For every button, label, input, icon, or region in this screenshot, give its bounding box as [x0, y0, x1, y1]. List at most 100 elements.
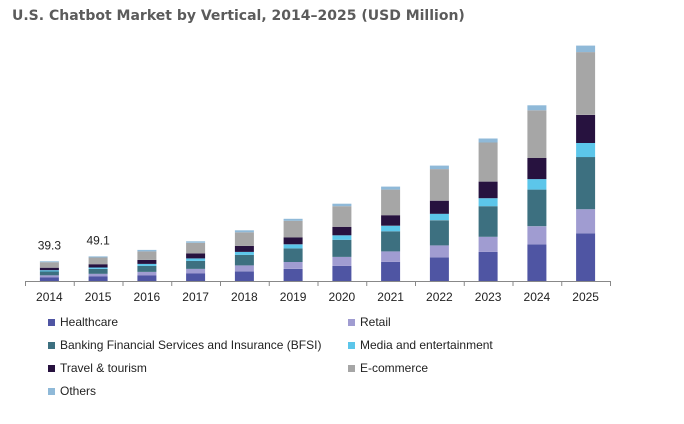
bar-segment-e-commerce-2022 — [429, 169, 449, 201]
bar-segment-travel-tourism-2025 — [576, 114, 596, 143]
bar-segment-others-2020 — [332, 203, 352, 207]
bar-segment-media-and-entertainment-2019 — [283, 244, 303, 249]
x-tick-label-2025: 2025 — [572, 290, 599, 304]
x-tick-label-2021: 2021 — [377, 290, 404, 304]
bar-segment-e-commerce-2014 — [39, 262, 59, 268]
bar-segment-media-and-entertainment-2018 — [234, 251, 254, 255]
bar-segment-banking-financial-services-and-insurance-bfsi-2015 — [88, 269, 108, 274]
bar-segment-others-2017 — [186, 241, 206, 243]
bar-segment-healthcare-2024 — [527, 244, 547, 281]
bar-segment-healthcare-2019 — [283, 269, 303, 281]
bar-segment-travel-tourism-2015 — [88, 264, 108, 268]
legend-swatch — [48, 387, 55, 395]
x-tick-label-2015: 2015 — [85, 290, 112, 304]
bar-segment-travel-tourism-2014 — [39, 267, 59, 271]
legend-item: Retail — [348, 315, 391, 329]
legend-item: Banking Financial Services and Insurance… — [48, 338, 321, 352]
bar-segment-retail-2021 — [381, 251, 401, 262]
bar-segment-media-and-entertainment-2024 — [527, 179, 547, 190]
bar-segment-others-2016 — [137, 249, 157, 252]
bar-segment-e-commerce-2023 — [478, 142, 498, 182]
bar-segment-others-2021 — [381, 186, 401, 190]
bar-segment-banking-financial-services-and-insurance-bfsi-2021 — [381, 231, 401, 252]
bar-segment-retail-2022 — [429, 245, 449, 258]
bar-segment-others-2014 — [39, 261, 59, 263]
bar-segment-banking-financial-services-and-insurance-bfsi-2020 — [332, 239, 352, 257]
bar-segment-others-2015 — [88, 256, 108, 258]
bar-segment-others-2023 — [478, 138, 498, 143]
bar-segment-e-commerce-2017 — [186, 242, 206, 254]
legend-label: Travel & tourism — [60, 361, 147, 375]
bar-segment-travel-tourism-2024 — [527, 158, 547, 180]
bar-segment-others-2019 — [283, 218, 303, 221]
bar-segment-travel-tourism-2022 — [429, 200, 449, 214]
bar-segment-travel-tourism-2017 — [186, 253, 206, 259]
bar-segment-healthcare-2025 — [576, 233, 596, 281]
legend-label: Retail — [360, 315, 391, 329]
bar-segment-retail-2016 — [137, 272, 157, 276]
x-tick-label-2014: 2014 — [36, 290, 63, 304]
bar-segment-travel-tourism-2019 — [283, 237, 303, 245]
legend-swatch — [48, 318, 55, 326]
bar-segment-e-commerce-2025 — [576, 52, 596, 115]
bar-segment-travel-tourism-2021 — [381, 215, 401, 226]
bar-segment-e-commerce-2016 — [137, 251, 157, 260]
bar-segment-healthcare-2017 — [186, 273, 206, 281]
bar-segment-banking-financial-services-and-insurance-bfsi-2019 — [283, 248, 303, 262]
bar-segment-others-2022 — [429, 165, 449, 170]
bar-segment-media-and-entertainment-2020 — [332, 235, 352, 240]
bar-segment-others-2018 — [234, 230, 254, 233]
bar-segment-e-commerce-2018 — [234, 232, 254, 246]
bar-segment-healthcare-2022 — [429, 257, 449, 281]
bar-segment-retail-2020 — [332, 256, 352, 266]
legend-label: Media and entertainment — [360, 338, 493, 352]
bar-segment-healthcare-2018 — [234, 271, 254, 281]
bar-segment-retail-2015 — [88, 273, 108, 277]
bar-segment-others-2025 — [576, 45, 596, 53]
legend-item: E-commerce — [348, 361, 428, 375]
legend-swatch — [48, 364, 55, 372]
bar-segment-media-and-entertainment-2023 — [478, 198, 498, 207]
bar-segment-media-and-entertainment-2025 — [576, 143, 596, 158]
chart-title: U.S. Chatbot Market by Vertical, 2014–20… — [12, 8, 465, 24]
x-tick-label-2022: 2022 — [426, 290, 453, 304]
bar-segment-retail-2024 — [527, 226, 547, 245]
bar-segment-media-and-entertainment-2017 — [186, 258, 206, 261]
bar-segment-e-commerce-2020 — [332, 206, 352, 227]
bar-segment-healthcare-2023 — [478, 251, 498, 281]
bar-segment-retail-2023 — [478, 236, 498, 252]
bar-segment-media-and-entertainment-2021 — [381, 225, 401, 232]
x-tick-label-2016: 2016 — [134, 290, 161, 304]
bar-segment-banking-financial-services-and-insurance-bfsi-2022 — [429, 220, 449, 246]
bar-segment-healthcare-2020 — [332, 265, 352, 281]
bar-segment-media-and-entertainment-2015 — [88, 267, 108, 269]
bar-segment-travel-tourism-2023 — [478, 181, 498, 199]
bar-segment-banking-financial-services-and-insurance-bfsi-2016 — [137, 265, 157, 272]
x-tick-label-2020: 2020 — [329, 290, 356, 304]
bar-segment-healthcare-2014 — [39, 277, 59, 281]
legend-swatch — [48, 341, 55, 349]
legend-label: Healthcare — [60, 315, 119, 329]
legend-swatch — [348, 341, 355, 349]
x-tick-label-2018: 2018 — [231, 290, 258, 304]
bar-segment-banking-financial-services-and-insurance-bfsi-2024 — [527, 189, 547, 227]
bar-segment-banking-financial-services-and-insurance-bfsi-2023 — [478, 206, 498, 237]
bar-segment-e-commerce-2015 — [88, 257, 108, 265]
bar-segment-e-commerce-2019 — [283, 220, 303, 238]
bar-segment-retail-2018 — [234, 265, 254, 272]
legend-item: Travel & tourism — [48, 361, 147, 375]
bar-segment-banking-financial-services-and-insurance-bfsi-2018 — [234, 254, 254, 266]
bar-segment-retail-2025 — [576, 209, 596, 234]
bar-segment-banking-financial-services-and-insurance-bfsi-2017 — [186, 260, 206, 269]
legend-item: Healthcare — [48, 315, 118, 329]
bar-segment-others-2024 — [527, 105, 547, 111]
legend-item: Others — [48, 384, 96, 398]
legend-swatch — [348, 318, 355, 326]
bar-segment-travel-tourism-2018 — [234, 245, 254, 252]
legend-label: Banking Financial Services and Insurance… — [60, 338, 322, 352]
x-tick-label-2023: 2023 — [475, 290, 502, 304]
x-tick-label-2024: 2024 — [524, 290, 551, 304]
bar-segment-travel-tourism-2016 — [137, 259, 157, 264]
bar-segment-banking-financial-services-and-insurance-bfsi-2014 — [39, 271, 59, 276]
bar-segment-retail-2014 — [39, 275, 59, 278]
